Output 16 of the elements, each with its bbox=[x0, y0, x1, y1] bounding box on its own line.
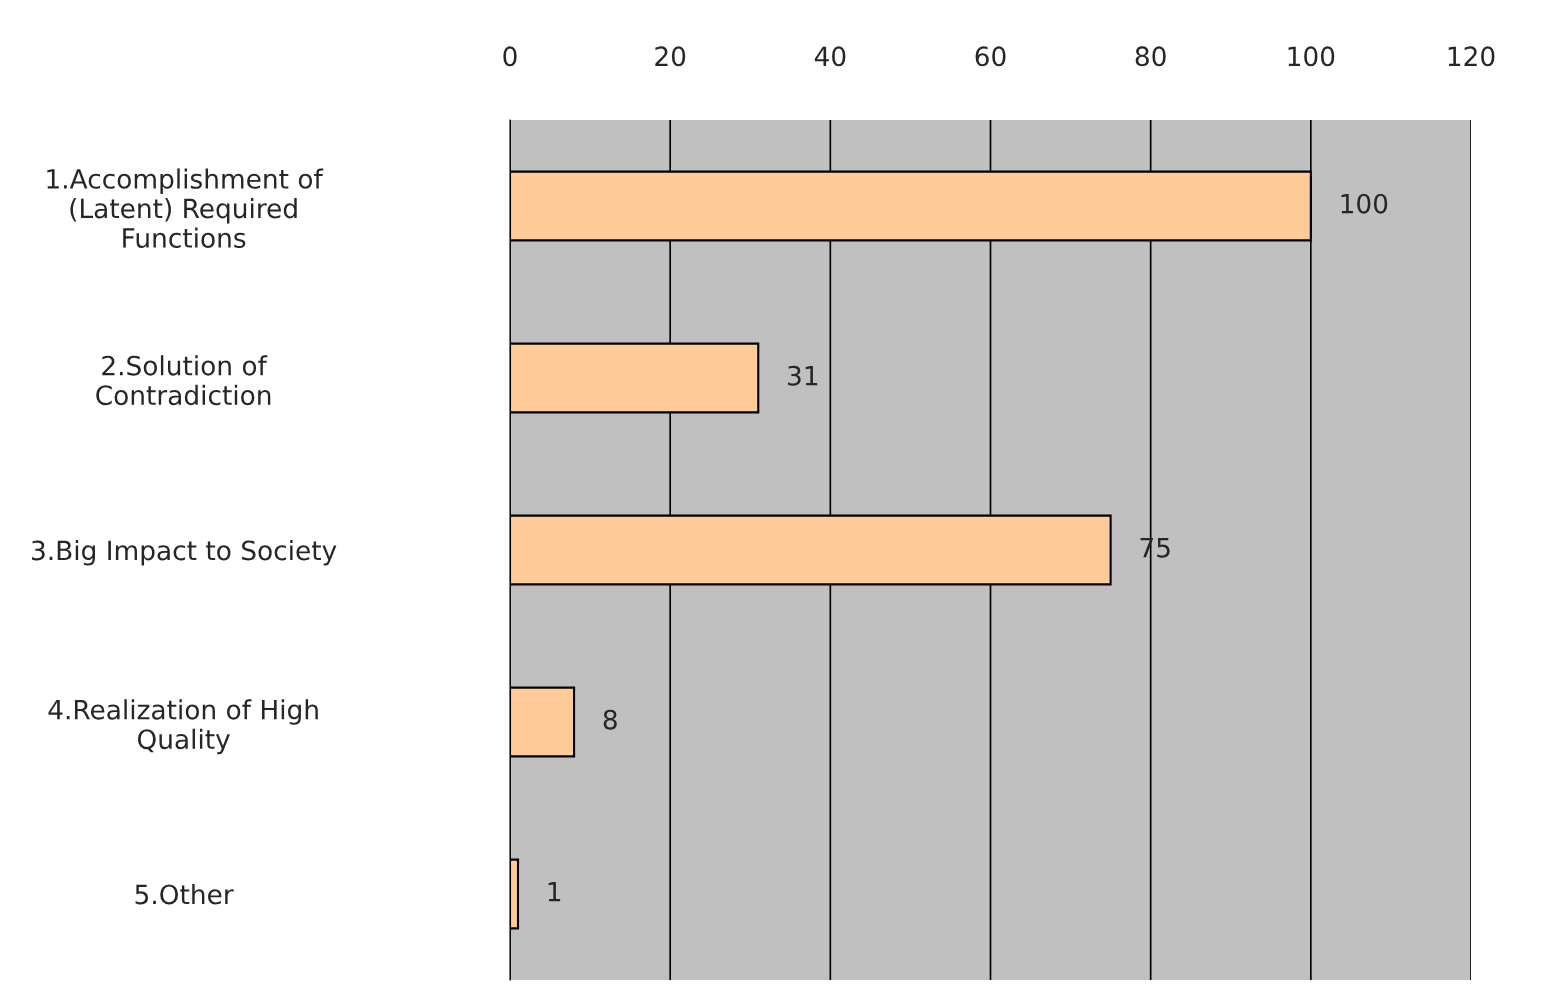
data-label: 1 bbox=[548, 882, 561, 902]
x-tick-label: 100 bbox=[1288, 46, 1335, 67]
x-tick-label: 40 bbox=[814, 46, 846, 67]
x-tick-label: 0 bbox=[503, 46, 517, 67]
y-tick-label: 1.Accomplishment of (Latent) Required Functions bbox=[47, 168, 324, 248]
y-tick-label: 2.Solution of Contradiction bbox=[96, 355, 271, 406]
x-tick-label: 60 bbox=[975, 46, 1006, 67]
data-label: 100 bbox=[1341, 193, 1388, 214]
y-tick-label: 3.Big Impact to Society bbox=[32, 539, 337, 566]
y-tick-label: 4.Realization of High Quality bbox=[48, 699, 318, 755]
x-tick-label: 120 bbox=[1448, 46, 1495, 67]
x-tick-label: 80 bbox=[1135, 46, 1166, 67]
y-tick-label: 5.Other bbox=[135, 883, 234, 905]
data-label: 8 bbox=[603, 709, 617, 730]
x-tick-label: 20 bbox=[655, 46, 686, 67]
data-label: 31 bbox=[788, 365, 818, 386]
